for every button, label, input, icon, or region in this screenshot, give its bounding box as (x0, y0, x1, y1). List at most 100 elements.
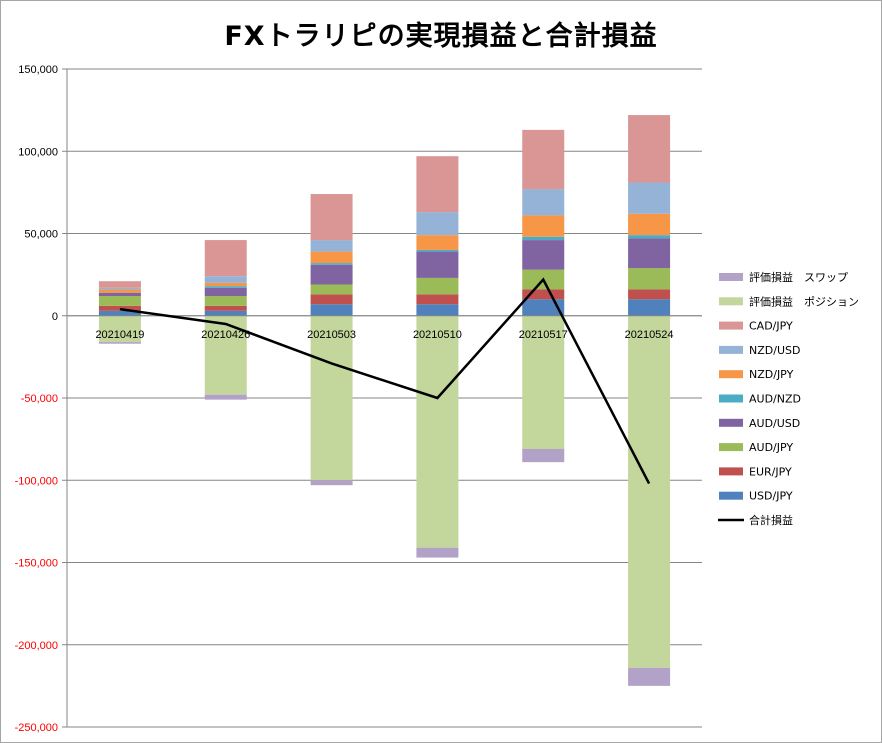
bar-segment (522, 299, 565, 316)
chart-title: FXトラリピの実現損益と合計損益 (224, 21, 658, 52)
bar-segment (522, 289, 565, 300)
y-tick-label: -200,000 (15, 640, 58, 652)
y-tick-labels: 150,000 100,000 50,000 0 -50,000 -100,000 -150… (15, 64, 58, 734)
line-layer (119, 277, 651, 485)
x-tick-label: 20210524 (625, 329, 674, 341)
bar-segment (522, 129, 565, 190)
bar-segment (416, 294, 459, 305)
bar-segment (522, 315, 565, 449)
bar-segment (522, 189, 565, 216)
x-tick-label: 20210419 (95, 329, 144, 341)
legend-label: NZD/JPY (749, 368, 794, 381)
total-line (119, 277, 651, 485)
bar-segment (416, 304, 459, 316)
x-tick-labels: 20210419 20210426 20210503 20210510 20210517… (95, 329, 673, 341)
legend-swatch (719, 345, 743, 354)
bar-segment (628, 667, 671, 686)
bar-segment (204, 282, 247, 287)
bar-segment (204, 296, 247, 306)
y-tick-label: -100,000 (15, 475, 58, 487)
legend-label: CAD/JPY (749, 320, 793, 333)
legend-label: 評価損益 スワップ (749, 270, 848, 284)
bar-segment (204, 315, 247, 395)
bar-segment (522, 215, 565, 237)
bar-segment (204, 286, 247, 288)
legend-label: 評価損益 ポジション (749, 294, 859, 308)
legend-swatch (719, 491, 743, 500)
bar-segment (628, 235, 671, 239)
bar-segment (98, 296, 141, 306)
bar-layer (98, 115, 671, 686)
y-tick-label: 150,000 (18, 64, 58, 76)
x-tick-label: 20210510 (413, 329, 462, 341)
bar-segment (416, 249, 459, 252)
bar-segment (98, 289, 141, 293)
y-tick-label: 50,000 (24, 229, 58, 241)
bar-segment (416, 212, 459, 236)
bar-segment (416, 315, 459, 548)
legend-label: AUD/USD (749, 417, 800, 430)
x-tick-label: 20210426 (201, 329, 250, 341)
bar-segment (310, 251, 353, 264)
legend-swatch (719, 321, 743, 330)
legend-swatch (719, 467, 743, 476)
bar-segment (98, 310, 141, 316)
bar-segment (416, 277, 459, 295)
bar-segment (98, 287, 141, 290)
bar-segment (310, 264, 353, 285)
bar-segment (310, 480, 353, 486)
bar-segment (310, 194, 353, 241)
bar-segment (416, 235, 459, 250)
legend-swatch (719, 443, 743, 452)
y-tick-label: 100,000 (18, 146, 58, 158)
gridlines (67, 68, 702, 728)
x-tick-label: 20210503 (307, 329, 356, 341)
bar-segment (416, 547, 459, 558)
bar-segment (628, 268, 671, 290)
legend-label: EUR/JPY (749, 465, 792, 478)
y-tick-label: 0 (52, 311, 58, 323)
bar-segment (628, 289, 671, 300)
bar-segment (98, 315, 141, 343)
bar-segment (204, 240, 247, 277)
bar-segment (310, 304, 353, 316)
legend-swatch (719, 370, 743, 379)
legend-label: NZD/USD (749, 344, 800, 357)
legend-label: USD/JPY (749, 490, 793, 503)
legend-label: 合計損益 (749, 513, 793, 527)
bar-segment (628, 213, 671, 236)
bar-segment (98, 305, 141, 311)
y-tick-label: -150,000 (15, 558, 58, 570)
bar-segment (310, 240, 353, 252)
legend-label: AUD/JPY (749, 441, 793, 454)
bar-segment (204, 305, 247, 311)
bar-segment (98, 342, 141, 344)
bar-segment (416, 156, 459, 213)
bar-segment (204, 287, 247, 297)
bar-segment (416, 251, 459, 278)
legend-swatch (719, 394, 743, 403)
bar-segment (628, 182, 671, 214)
bar-segment (310, 284, 353, 295)
bar-segment (628, 299, 671, 316)
bar-segment (98, 281, 141, 288)
legend-swatch (719, 418, 743, 427)
bar-segment (204, 276, 247, 283)
bar-segment (310, 263, 353, 265)
legend-swatch (719, 273, 743, 281)
bar-segment (310, 294, 353, 305)
bar-segment (310, 315, 353, 481)
legend-label: AUD/NZD (749, 393, 801, 406)
y-tick-label: -50,000 (21, 393, 58, 405)
bar-segment (628, 238, 671, 269)
bar-segment (98, 292, 141, 297)
bar-segment (628, 315, 671, 668)
y-tick-label: -250,000 (15, 722, 58, 734)
x-tick-label: 20210517 (519, 329, 568, 341)
bar-segment (522, 240, 565, 270)
bar-segment (628, 115, 671, 183)
bar-segment (204, 394, 247, 400)
bar-segment (204, 310, 247, 316)
